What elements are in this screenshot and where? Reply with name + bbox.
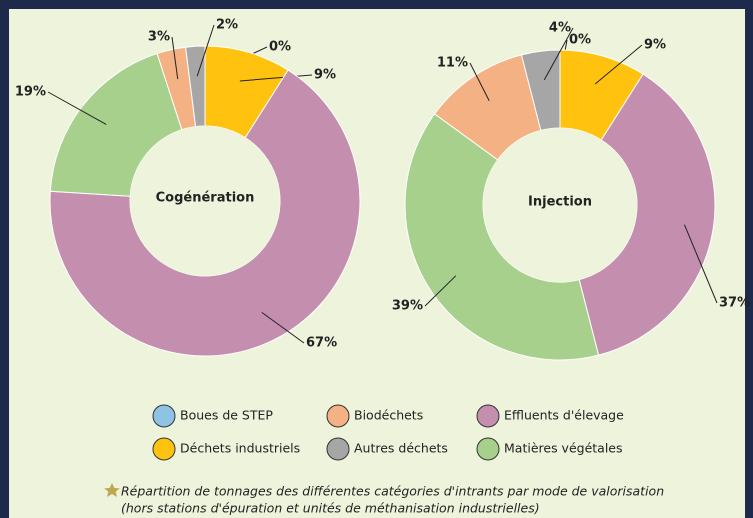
legend-swatch	[476, 437, 500, 461]
caption: Répartition de tonnages des différentes …	[121, 484, 664, 499]
data-label: 9%	[314, 68, 336, 83]
data-label: 67%	[306, 336, 337, 351]
leader-line	[683, 224, 718, 304]
legend-swatch	[326, 437, 350, 461]
caption: (hors stations d'épuration et unités de …	[121, 501, 540, 516]
donut-hole	[130, 126, 280, 276]
chart-title: Injection	[528, 195, 592, 210]
leader-line	[171, 36, 179, 80]
legend-swatch	[476, 404, 500, 428]
leader-line	[261, 311, 305, 344]
legend-label: Matières végétales	[504, 441, 623, 456]
legend-label: Boues de STEP	[180, 408, 273, 423]
data-label: 11%	[437, 56, 468, 71]
legend-swatch	[152, 404, 176, 428]
leader-line	[594, 44, 643, 85]
leader-line	[196, 24, 215, 77]
legend-label: Déchets industriels	[180, 441, 300, 456]
data-label: 9%	[644, 38, 666, 53]
data-label: 3%	[148, 30, 170, 45]
data-label: 4%	[549, 21, 571, 36]
leader-line	[543, 27, 574, 81]
legend-swatch	[326, 404, 350, 428]
legend-label: Autres déchets	[354, 441, 448, 456]
legend-label: Effluents d'élevage	[504, 408, 624, 423]
legend-swatch	[152, 437, 176, 461]
legend-label: Biodéchets	[354, 408, 423, 423]
leader-line	[47, 91, 107, 125]
data-label: 0%	[569, 33, 591, 48]
leader-line	[469, 62, 490, 102]
data-label: 0%	[269, 40, 291, 55]
chart-title: Cogénération	[156, 191, 255, 206]
data-label: 19%	[15, 85, 46, 100]
leader-line	[239, 74, 313, 82]
star-icon	[104, 483, 120, 497]
leader-line	[424, 275, 457, 307]
donut-slice	[578, 73, 716, 356]
data-label: 2%	[216, 18, 238, 33]
data-label: 37%	[719, 296, 750, 311]
data-label: 39%	[392, 299, 423, 314]
donut-hole	[483, 128, 637, 282]
